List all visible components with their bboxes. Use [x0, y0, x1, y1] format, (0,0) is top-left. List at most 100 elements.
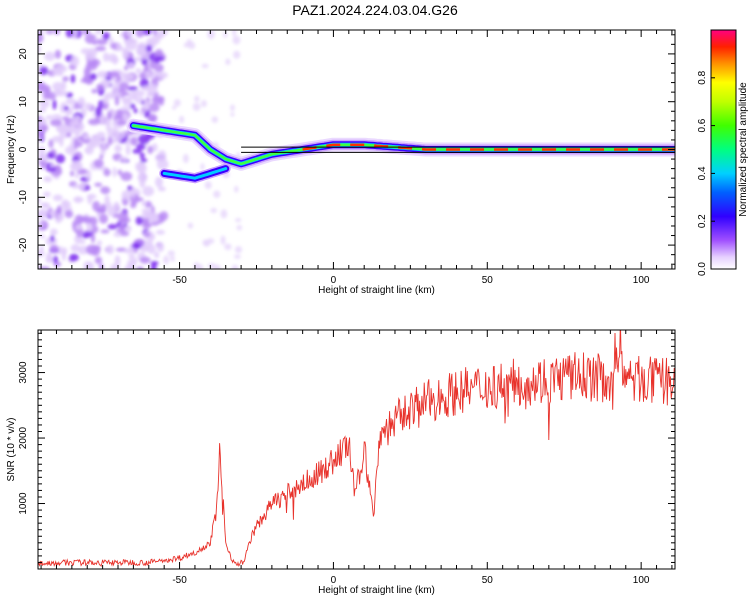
noise-blob: [66, 126, 77, 134]
noise-blob: [84, 185, 91, 191]
noise-blob: [54, 49, 62, 59]
noise-blob: [38, 208, 48, 219]
colorbar-label: Normalized spectral amplitude: [738, 82, 749, 217]
noise-blob: [131, 242, 141, 250]
noise-blob: [132, 56, 144, 62]
noise-blob: [70, 244, 80, 253]
noise-blob: [112, 91, 122, 99]
noise-blob: [139, 152, 145, 159]
noise-blob: [143, 63, 149, 72]
noise-blob: [234, 246, 243, 254]
noise-blob: [152, 30, 158, 36]
spec-ytick-label: 20: [18, 48, 29, 60]
noise-blob: [82, 74, 93, 83]
noise-blob: [132, 95, 138, 101]
noise-blob: [148, 103, 160, 113]
spec-xlabel: Height of straight line (km): [318, 285, 435, 296]
noise-blob: [135, 216, 143, 226]
noise-blob: [48, 139, 54, 149]
noise-blob: [38, 250, 45, 258]
noise-blob: [119, 82, 130, 91]
snr-xtick-label: 50: [482, 575, 494, 586]
spec-ytick-label: -20: [18, 237, 29, 252]
noise-blob: [171, 105, 177, 110]
snr-line: [38, 330, 675, 568]
noise-blobs: [38, 30, 243, 269]
noise-blob: [46, 152, 55, 159]
noise-blob: [56, 124, 69, 134]
noise-blob: [147, 244, 156, 255]
noise-blob: [182, 153, 189, 164]
noise-blob: [201, 63, 209, 69]
spectrogram-axes: -50 0 50 100 -20 -10 0 10 20 Height of straight l…: [6, 29, 676, 296]
noise-blob: [101, 142, 107, 149]
spectrogram-plot: [38, 30, 675, 269]
noise-blob: [125, 39, 138, 51]
noise-blob: [102, 31, 110, 41]
noise-blob: [86, 222, 93, 233]
noise-blob: [154, 176, 163, 188]
noise-blob: [132, 148, 142, 154]
snr-ytick-label: 2000: [18, 426, 29, 449]
noise-blob: [158, 95, 165, 106]
noise-blob: [61, 80, 67, 91]
noise-blob: [207, 30, 216, 40]
noise-blob: [103, 80, 110, 88]
noise-blob: [141, 200, 147, 207]
noise-blob: [59, 102, 68, 114]
spec-xtick-label: 100: [633, 275, 650, 286]
colorbar-tick-label: 0.4: [697, 166, 708, 180]
noise-blob: [83, 67, 91, 78]
spec-ytick-label: 10: [18, 96, 29, 108]
noise-blob: [113, 232, 123, 238]
noise-blob: [136, 49, 143, 55]
noise-blob: [106, 111, 112, 120]
noise-blob: [116, 120, 128, 126]
noise-blob: [43, 176, 53, 183]
noise-blob: [94, 30, 103, 35]
noise-blob: [137, 42, 147, 52]
noise-blob: [112, 54, 118, 65]
noise-blob: [38, 196, 41, 204]
noise-blob: [73, 196, 84, 203]
chart-title: PAZ1.2024.224.03.04.G26: [292, 2, 458, 18]
noise-blob: [220, 209, 228, 219]
noise-blob: [144, 232, 151, 237]
noise-blob: [114, 144, 122, 153]
colorbar-tick-label: 0.6: [697, 118, 708, 132]
noise-blob: [38, 32, 44, 44]
noise-blob: [157, 186, 166, 192]
noise-blob: [204, 181, 212, 190]
noise-blob: [117, 169, 123, 176]
noise-blob: [71, 160, 83, 172]
noise-blob: [140, 217, 150, 224]
noise-blob: [107, 223, 118, 230]
noise-blob: [99, 154, 104, 160]
noise-blob: [188, 41, 196, 50]
noise-blob: [85, 261, 95, 269]
colorbar: 0.0 0.2 0.4 0.6 0.8 Normalized spectral ampli…: [697, 29, 749, 276]
noise-blob: [151, 234, 156, 240]
noise-blob: [155, 49, 164, 58]
noise-blob: [75, 224, 83, 231]
noise-blob: [151, 143, 158, 152]
noise-blob: [95, 106, 102, 117]
noise-blob: [104, 92, 116, 99]
noise-blob: [52, 194, 63, 202]
snr-ylabel: SNR (10 * v/v): [6, 418, 17, 482]
noise-blob: [49, 244, 59, 253]
noise-blob: [84, 102, 92, 111]
noise-blob: [100, 148, 106, 156]
noise-blob: [52, 99, 57, 110]
noise-blob: [135, 68, 142, 74]
noise-blob: [220, 235, 226, 245]
noise-blob: [96, 83, 104, 91]
noise-blob: [141, 208, 153, 214]
noise-blob: [112, 167, 117, 178]
noise-blob: [61, 116, 70, 121]
noise-blob: [201, 99, 207, 108]
noise-blob: [114, 96, 120, 106]
noise-blob: [122, 156, 128, 164]
noise-blob: [102, 52, 109, 62]
